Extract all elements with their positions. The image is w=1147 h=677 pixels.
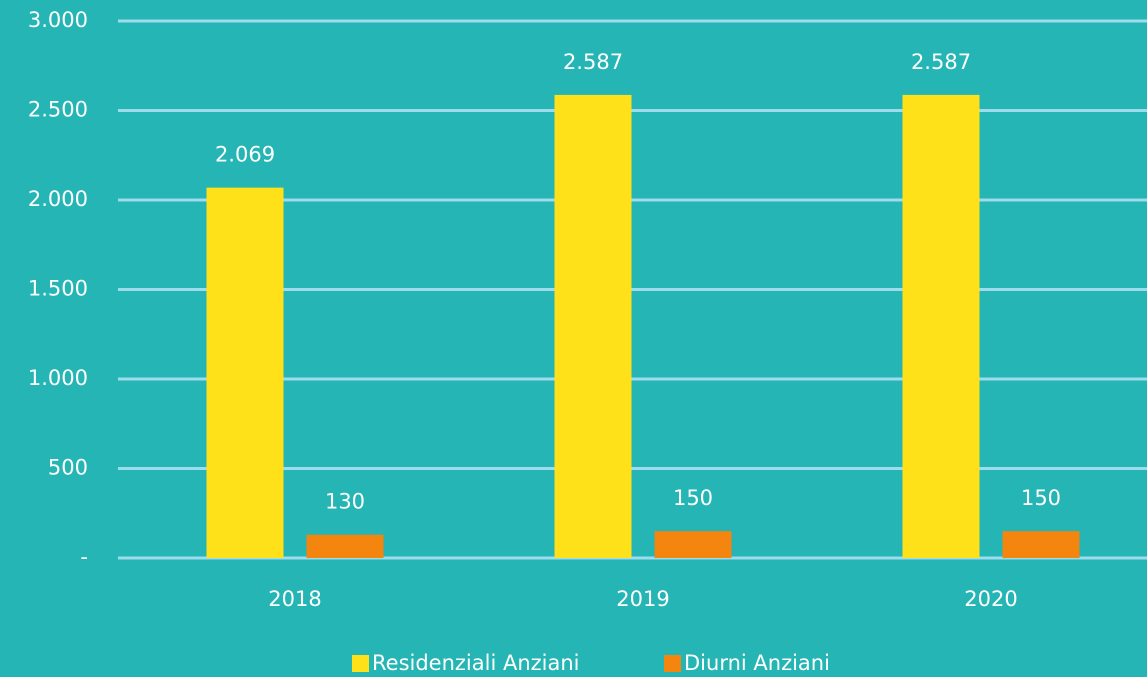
bar xyxy=(1002,531,1080,558)
legend-label: Residenziali Anziani xyxy=(372,651,580,675)
legend-swatch xyxy=(352,655,369,672)
y-tick-label: 2.500 xyxy=(28,98,88,122)
y-tick-label: 2.000 xyxy=(28,187,88,211)
legend-swatch xyxy=(664,655,681,672)
bar xyxy=(306,534,384,558)
y-tick-label: 1.000 xyxy=(28,366,88,390)
y-tick-label: 3.000 xyxy=(28,8,88,32)
x-tick-label: 2018 xyxy=(268,587,321,611)
bar xyxy=(206,187,284,559)
bar xyxy=(902,94,980,558)
y-tick-label: 500 xyxy=(48,456,88,480)
data-label: 2.587 xyxy=(911,50,971,74)
data-label: 2.069 xyxy=(215,143,275,167)
y-tick-label: 1.500 xyxy=(28,277,88,301)
bar xyxy=(654,531,732,558)
bar xyxy=(554,94,632,558)
data-label: 150 xyxy=(1021,486,1061,510)
x-tick-label: 2020 xyxy=(964,587,1017,611)
x-tick-label: 2019 xyxy=(616,587,669,611)
data-label: 2.587 xyxy=(563,50,623,74)
data-label: 150 xyxy=(673,486,713,510)
legend-label: Diurni Anziani xyxy=(684,651,830,675)
data-label: 130 xyxy=(325,490,365,514)
y-tick-label: - xyxy=(80,545,88,569)
